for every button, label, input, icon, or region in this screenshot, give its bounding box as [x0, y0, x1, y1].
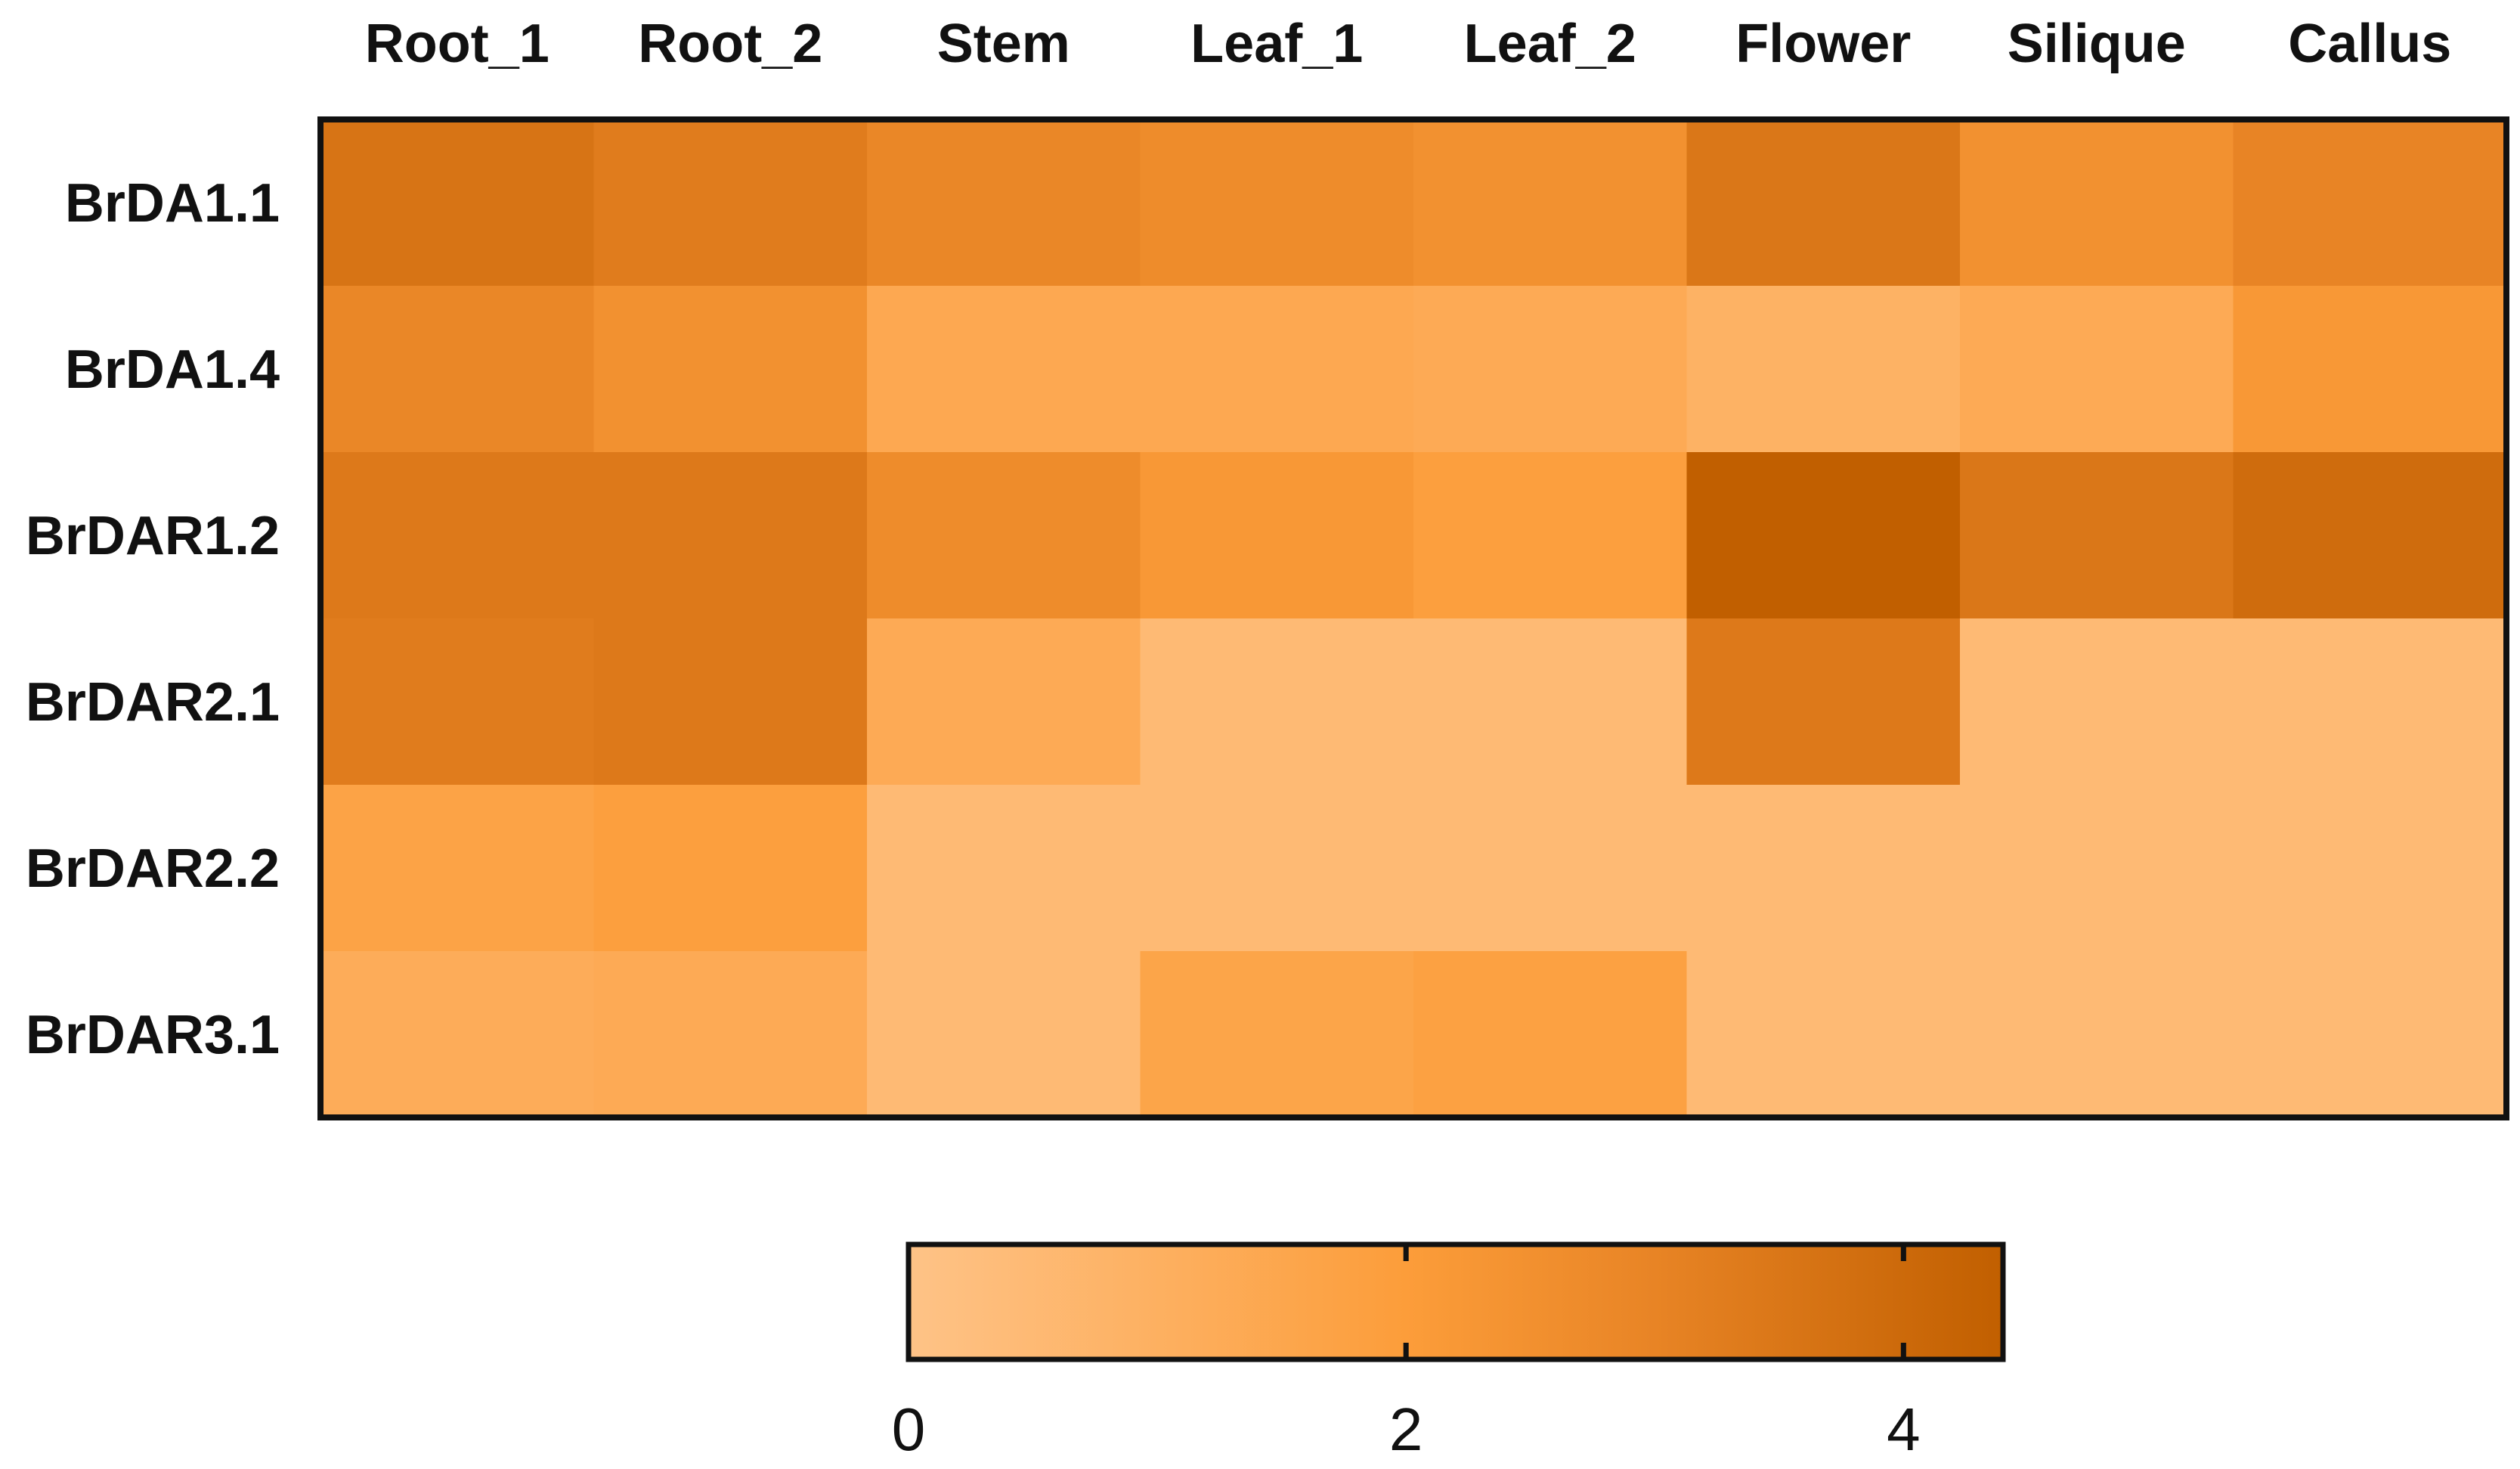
heatmap-cell-BrDAR3.1-Leaf_2 [1413, 951, 1688, 1118]
colorbar-tick-label-4: 4 [1887, 1396, 1921, 1463]
heatmap-cell-BrDAR1.2-Silique [1960, 452, 2234, 619]
heatmap-cell-BrDAR1.2-Root_1 [320, 452, 595, 619]
heatmap-cell-BrDA1.4-Stem [867, 286, 1141, 453]
plot-frame [317, 116, 2509, 1120]
heatmap-cell-BrDAR2.1-Leaf_1 [1140, 618, 1414, 786]
heatmap-cell-BrDAR2.1-Stem [867, 618, 1141, 786]
heatmap-cell-BrDAR2.1-Flower [1686, 618, 1961, 786]
heatmap-cell-BrDAR2.2-Root_1 [320, 785, 595, 952]
heatmap-cell-BrDAR2.1-Leaf_2 [1413, 618, 1688, 786]
heatmap-cell-BrDA1.4-Flower [1686, 286, 1961, 453]
heatmap-cell-BrDA1.1-Stem [867, 119, 1141, 287]
heatmap-cell-BrDAR1.2-Leaf_1 [1140, 452, 1414, 619]
heatmap-cell-BrDA1.1-Root_1 [320, 119, 595, 287]
heatmap-cell-BrDAR1.2-Root_2 [593, 452, 868, 619]
row-label-BrDA1.4: BrDA1.4 [65, 339, 280, 400]
column-label-Leaf_1: Leaf_1 [1190, 14, 1363, 74]
heatmap-cell-BrDAR2.1-Root_1 [320, 618, 595, 786]
heatmap-cell-BrDAR1.2-Leaf_2 [1413, 452, 1688, 619]
heatmap-cell-BrDA1.1-Root_2 [593, 119, 868, 287]
column-label-Silique: Silique [2008, 14, 2186, 74]
heatmap-cell-BrDA1.4-Leaf_1 [1140, 286, 1414, 453]
heatmap-cell-BrDA1.4-Callus [2233, 286, 2507, 453]
row-label-BrDAR1.2: BrDAR1.2 [26, 506, 280, 566]
row-label-BrDAR2.1: BrDAR2.1 [26, 672, 280, 733]
row-label-BrDAR2.2: BrDAR2.2 [26, 838, 280, 899]
heatmap-cell-BrDAR2.2-Leaf_2 [1413, 785, 1688, 952]
colorbar-ticks: 0 2 4 [892, 1244, 1921, 1463]
heatmap-cells [320, 119, 2507, 1118]
column-label-Stem: Stem [937, 14, 1070, 74]
row-label-BrDA1.1: BrDA1.1 [65, 173, 280, 234]
heatmap-cell-BrDAR1.2-Stem [867, 452, 1141, 619]
colorbar-tick-label-2: 2 [1389, 1396, 1423, 1463]
heatmap-cell-BrDAR2.1-Callus [2233, 618, 2507, 786]
column-label-Leaf_2: Leaf_2 [1464, 14, 1636, 74]
heatmap-cell-BrDAR2.1-Silique [1960, 618, 2234, 786]
column-label-Root_2: Root_2 [638, 14, 822, 74]
heatmap-cell-BrDAR2.2-Leaf_1 [1140, 785, 1414, 952]
heatmap-cell-BrDAR3.1-Callus [2233, 951, 2507, 1118]
heatmap-cell-BrDAR2.2-Root_2 [593, 785, 868, 952]
heatmap-cell-BrDA1.1-Leaf_2 [1413, 119, 1688, 287]
heatmap-cell-BrDA1.4-Silique [1960, 286, 2234, 453]
heatmap-cell-BrDA1.1-Callus [2233, 119, 2507, 287]
heatmap-cell-BrDAR3.1-Leaf_1 [1140, 951, 1414, 1118]
heatmap-cell-BrDAR3.1-Root_2 [593, 951, 868, 1118]
heatmap-cell-BrDA1.1-Leaf_1 [1140, 119, 1414, 287]
heatmap-cell-BrDA1.1-Flower [1686, 119, 1961, 287]
column-labels: Root_1 Root_2 Stem Leaf_1 Leaf_2 Flower Siliqu… [365, 14, 2452, 74]
heatmap-cell-BrDAR2.2-Stem [867, 785, 1141, 952]
heatmap-cell-BrDA1.4-Leaf_2 [1413, 286, 1688, 453]
heatmap-cell-BrDA1.1-Silique [1960, 119, 2234, 287]
heatmap-cell-BrDAR1.2-Callus [2233, 452, 2507, 619]
column-label-Root_1: Root_1 [365, 14, 550, 74]
colorbar: 0 2 4 [892, 1241, 2006, 1463]
heatmap-cell-BrDAR3.1-Flower [1686, 951, 1961, 1118]
heatmap-cell-BrDA1.4-Root_2 [593, 286, 868, 453]
heatmap-cell-BrDAR2.2-Callus [2233, 785, 2507, 952]
column-label-Callus: Callus [2288, 14, 2451, 74]
heatmap-cell-BrDAR3.1-Root_1 [320, 951, 595, 1118]
heatmap-cell-BrDAR2.2-Flower [1686, 785, 1961, 952]
colorbar-gradient [906, 1241, 2006, 1362]
column-label-Flower: Flower [1735, 14, 1911, 74]
row-label-BrDAR3.1: BrDAR3.1 [26, 1005, 280, 1065]
heatmap-cell-BrDAR3.1-Silique [1960, 951, 2234, 1118]
heatmap-cell-BrDA1.4-Root_1 [320, 286, 595, 453]
colorbar-tick-label-0: 0 [892, 1396, 926, 1463]
heatmap-cell-BrDAR3.1-Stem [867, 951, 1141, 1118]
heatmap-cell-BrDAR2.1-Root_2 [593, 618, 868, 786]
row-labels: BrDA1.1 BrDA1.4 BrDAR1.2 BrDAR2.1 BrDAR2.2 Br… [26, 173, 280, 1065]
heatmap-cell-BrDAR1.2-Flower [1686, 452, 1961, 619]
heatmap-cell-BrDAR2.2-Silique [1960, 785, 2234, 952]
